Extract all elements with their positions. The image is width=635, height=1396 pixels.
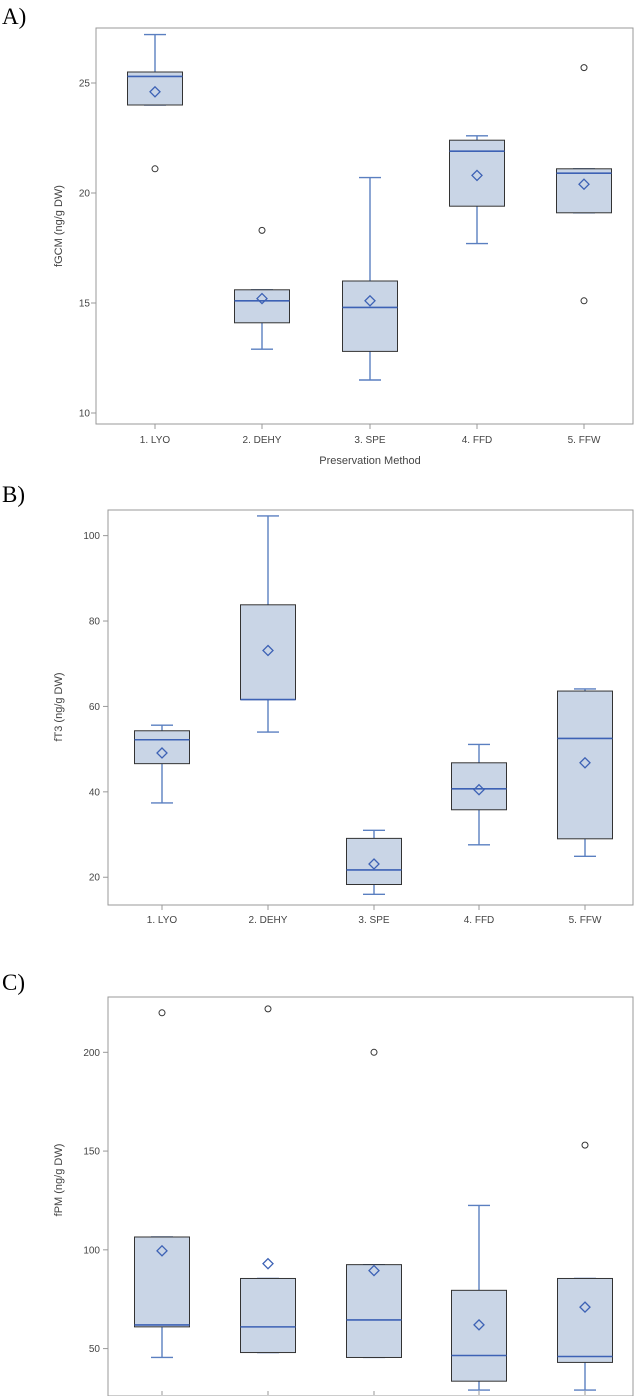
panel-b-y-ticks: 20 40 60 80 100 bbox=[83, 531, 108, 884]
outlier-point bbox=[580, 297, 588, 305]
iqr-box bbox=[556, 168, 612, 214]
outlier-point bbox=[581, 1141, 589, 1149]
panel-c-y-ticks: 50 100 150 200 bbox=[83, 1048, 108, 1355]
panel-a-x-ticks: 1. LYO 2. DEHY 3. SPE 4. FFD 5. FFW bbox=[140, 424, 601, 446]
mean-marker bbox=[364, 294, 376, 307]
iqr-box bbox=[449, 139, 505, 207]
iqr-box bbox=[127, 71, 183, 106]
y-tick-label: 15 bbox=[79, 299, 91, 310]
iqr-box bbox=[346, 1264, 402, 1358]
y-tick-label: 10 bbox=[79, 409, 91, 420]
y-tick-label: 50 bbox=[89, 1344, 101, 1355]
panel-a-boxes bbox=[127, 33, 612, 381]
mean-marker bbox=[149, 85, 161, 98]
box-1 bbox=[134, 1009, 190, 1359]
box-5 bbox=[557, 688, 613, 858]
y-tick-label: 80 bbox=[89, 617, 101, 628]
mean-marker bbox=[579, 756, 591, 769]
x-tick-label: 3. SPE bbox=[358, 915, 389, 926]
box-3 bbox=[346, 1048, 402, 1359]
x-tick-label: 5. FFW bbox=[568, 435, 601, 446]
x-tick-label: 5. FFW bbox=[569, 915, 602, 926]
x-tick-label: 1. LYO bbox=[147, 915, 178, 926]
panel-c-boxes bbox=[134, 1005, 613, 1395]
mean-marker bbox=[156, 747, 168, 759]
x-tick-label: 1. LYO bbox=[140, 435, 171, 446]
box-1 bbox=[127, 33, 183, 173]
iqr-box bbox=[342, 280, 398, 352]
y-tick-label: 150 bbox=[83, 1147, 100, 1158]
iqr-box bbox=[557, 1277, 613, 1363]
iqr-box bbox=[240, 1277, 296, 1354]
y-tick-label: 100 bbox=[83, 531, 100, 542]
mean-marker bbox=[262, 1257, 274, 1270]
box-2 bbox=[240, 1005, 296, 1354]
mean-marker bbox=[471, 169, 483, 182]
outlier-point bbox=[151, 165, 159, 173]
panel-b-boxes bbox=[134, 515, 613, 896]
y-tick-label: 25 bbox=[79, 79, 91, 90]
y-tick-label: 40 bbox=[89, 787, 101, 798]
mean-marker bbox=[368, 858, 380, 870]
mean-marker bbox=[473, 783, 485, 796]
box-2 bbox=[234, 226, 290, 350]
iqr-box bbox=[451, 1289, 507, 1382]
box-4 bbox=[449, 135, 505, 245]
x-tick-label: 4. FFD bbox=[464, 915, 495, 926]
panel-b-label: B) bbox=[2, 482, 25, 507]
mean-marker bbox=[256, 292, 268, 305]
panel-c: C) fPM (ng/g DW) 50 100 150 200 bbox=[2, 970, 634, 1396]
box-4 bbox=[451, 743, 507, 846]
outlier-point bbox=[258, 226, 266, 234]
panel-a-x-axis-label: Preservation Method bbox=[319, 455, 421, 467]
box-3 bbox=[342, 176, 398, 381]
panel-a-label: A) bbox=[2, 4, 26, 29]
panel-a-y-ticks: 10 15 20 25 bbox=[79, 79, 96, 420]
panel-b-plot-frame bbox=[107, 509, 634, 906]
iqr-box bbox=[451, 762, 507, 811]
iqr-box bbox=[557, 690, 613, 840]
box-5 bbox=[556, 64, 612, 305]
iqr-box bbox=[240, 604, 296, 701]
y-tick-label: 200 bbox=[83, 1048, 100, 1059]
box-2 bbox=[240, 515, 296, 733]
iqr-box bbox=[346, 837, 402, 886]
y-tick-label: 20 bbox=[79, 189, 91, 200]
mean-marker bbox=[368, 1264, 380, 1277]
panel-b-x-ticks: 1. LYO 2. DEHY 3. SPE 4. FFD 5. FFW bbox=[147, 905, 602, 926]
box-1 bbox=[134, 724, 190, 804]
x-tick-label: 2. DEHY bbox=[249, 915, 288, 926]
y-tick-label: 60 bbox=[89, 702, 101, 713]
mean-marker bbox=[578, 178, 590, 191]
mean-marker bbox=[262, 644, 274, 657]
iqr-box bbox=[134, 1236, 190, 1328]
panel-c-y-axis-label: fPM (ng/g DW) bbox=[53, 1144, 65, 1217]
y-tick-label: 100 bbox=[83, 1245, 100, 1256]
mean-marker bbox=[579, 1301, 591, 1314]
mean-marker bbox=[156, 1244, 168, 1257]
box-3 bbox=[346, 829, 402, 896]
box-5 bbox=[557, 1141, 613, 1391]
x-tick-label: 2. DEHY bbox=[243, 435, 282, 446]
outlier-point bbox=[370, 1048, 378, 1056]
panel-b-y-axis-label: fT3 (ng/g DW) bbox=[53, 672, 65, 741]
panel-c-label: C) bbox=[2, 970, 25, 995]
panel-c-plot-frame bbox=[107, 996, 634, 1396]
panel-a-plot-frame bbox=[95, 27, 634, 425]
outlier-point bbox=[580, 64, 588, 72]
y-tick-label: 20 bbox=[89, 873, 101, 884]
x-tick-label: 3. SPE bbox=[354, 435, 385, 446]
outlier-point bbox=[264, 1005, 272, 1013]
box-4 bbox=[451, 1204, 507, 1391]
panel-b: B) fT3 (ng/g DW) 20 40 60 80 100 1. LYO 2. DE… bbox=[2, 482, 634, 926]
mean-marker bbox=[473, 1318, 485, 1331]
panel-a-y-axis-label: fGCM (ng/g DW) bbox=[53, 185, 65, 267]
panel-a: A) fGCM (ng/g DW) Preservation Method 10… bbox=[2, 4, 634, 467]
outlier-point bbox=[158, 1009, 166, 1017]
x-tick-label: 4. FFD bbox=[462, 435, 493, 446]
iqr-box bbox=[234, 289, 290, 324]
